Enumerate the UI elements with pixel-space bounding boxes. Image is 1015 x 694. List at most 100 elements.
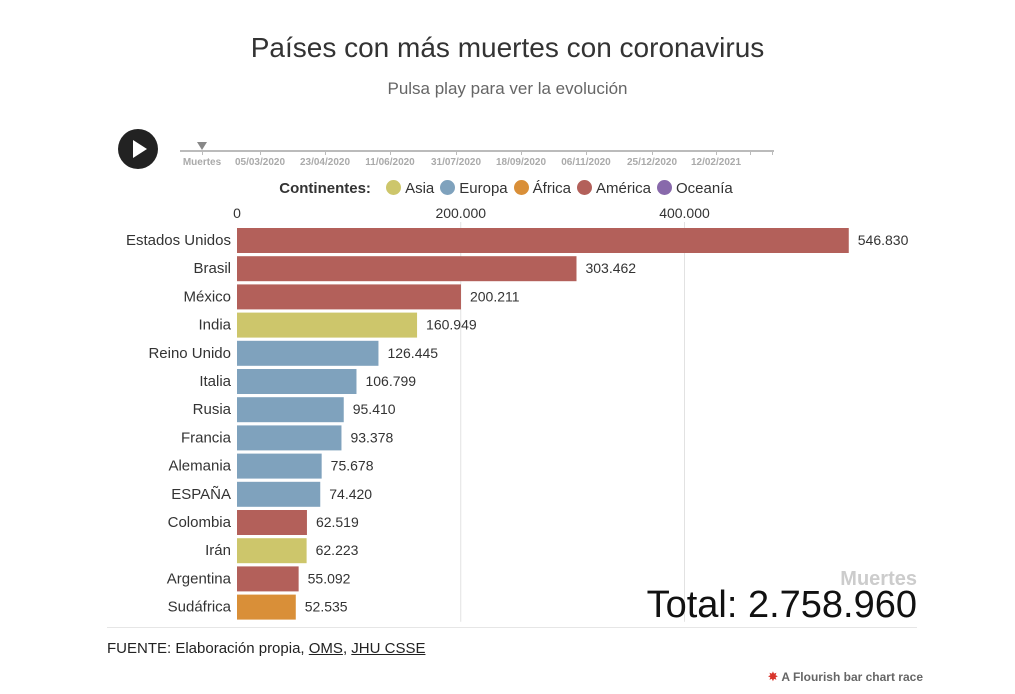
source-note: FUENTE: Elaboración propia, OMS, JHU CSS… xyxy=(107,640,425,657)
flourish-logo-icon: ✸ xyxy=(767,669,779,684)
value-label: 126.445 xyxy=(387,345,438,361)
timeline-label: 05/03/2020 xyxy=(234,157,286,168)
category-label: Reino Unido xyxy=(148,345,231,362)
play-button[interactable] xyxy=(118,129,158,169)
value-label: 62.519 xyxy=(316,514,359,530)
category-label: Italia xyxy=(199,373,231,390)
value-label: 52.535 xyxy=(305,599,348,615)
bar xyxy=(237,228,849,253)
timeline-label: 23/04/2020 xyxy=(299,157,351,168)
value-label: 74.420 xyxy=(329,486,372,502)
timeline-label: 18/09/2020 xyxy=(495,157,547,168)
legend-swatch xyxy=(657,180,673,195)
timeline-tick xyxy=(260,150,261,155)
category-label: ESPAÑA xyxy=(171,486,231,503)
timeline-tick xyxy=(750,150,751,155)
legend: Continentes: Asia Europa África América Ocea… xyxy=(0,180,1015,197)
bar xyxy=(237,340,379,366)
timeline-tick xyxy=(652,150,653,155)
source-link-jhu[interactable]: JHU CSSE xyxy=(351,640,426,657)
category-label: México xyxy=(183,288,231,305)
category-label: Alemania xyxy=(168,458,231,475)
timeline-tick xyxy=(772,150,773,155)
timeline-handle[interactable] xyxy=(197,142,207,150)
flourish-credit[interactable]: ✸ A Flourish bar chart race xyxy=(767,669,923,685)
timeline-label: Muertes xyxy=(182,157,222,168)
legend-label: África xyxy=(532,180,571,197)
value-label: 75.678 xyxy=(331,458,374,474)
legend-item[interactable]: Europa xyxy=(440,180,508,197)
total-label: Muertes xyxy=(840,568,917,590)
legend-item[interactable]: Asia xyxy=(386,180,434,197)
bar xyxy=(237,594,296,620)
timeline-label: 31/07/2020 xyxy=(430,157,482,168)
timeline-tick xyxy=(202,150,203,155)
timeline-tick xyxy=(390,150,391,155)
bar xyxy=(237,369,357,394)
category-label: Estados Unidos xyxy=(126,232,231,249)
legend-swatch xyxy=(577,180,592,195)
category-label: India xyxy=(198,317,231,334)
legend-item[interactable]: África xyxy=(513,180,571,197)
bar xyxy=(237,425,342,451)
bar xyxy=(237,566,299,592)
chart-subtitle: Pulsa play para ver la evolución xyxy=(387,79,628,98)
source-link-oms[interactable]: OMS xyxy=(308,640,343,657)
bar xyxy=(237,510,307,535)
play-icon xyxy=(133,140,147,158)
timeline-label: 11/06/2020 xyxy=(365,157,415,168)
legend-label: América xyxy=(596,180,652,197)
source-prefix: FUENTE: Elaboración propia, xyxy=(107,640,309,657)
bar xyxy=(237,453,322,479)
legend-label: Oceanía xyxy=(676,180,733,197)
source-separator: , xyxy=(342,640,352,657)
timeline-tick xyxy=(586,150,587,155)
timeline-label: 12/02/2021 xyxy=(690,157,742,168)
bar xyxy=(237,284,461,310)
timeline-label: 06/11/2020 xyxy=(561,157,611,168)
category-label: Sudáfrica xyxy=(168,599,232,616)
legend-item[interactable]: América xyxy=(577,180,651,197)
legend-label: Asia xyxy=(405,180,435,197)
bar xyxy=(237,538,307,564)
legend-swatch xyxy=(386,180,402,195)
value-label: 160.949 xyxy=(426,317,477,333)
value-label: 95.410 xyxy=(353,401,396,417)
value-label: 62.223 xyxy=(316,542,359,558)
value-label: 106.799 xyxy=(365,373,416,389)
category-label: Brasil xyxy=(193,260,231,277)
x-tick-label: 200.000 xyxy=(435,205,486,221)
chart-title: Países con más muertes con coronavirus xyxy=(250,32,765,63)
bar xyxy=(237,397,344,423)
legend-title: Continentes: xyxy=(279,180,371,197)
value-label: 55.092 xyxy=(308,570,351,586)
legend-swatch xyxy=(440,180,456,195)
category-label: Francia xyxy=(181,429,232,446)
timeline-tick xyxy=(521,150,522,155)
timeline-tick xyxy=(325,150,326,155)
category-label: Colombia xyxy=(168,514,232,531)
timeline-tick xyxy=(716,150,717,155)
source-divider xyxy=(107,627,917,628)
legend-swatch xyxy=(513,180,529,195)
value-label: 93.378 xyxy=(350,429,393,445)
category-label: Rusia xyxy=(193,401,232,418)
legend-item[interactable]: Oceanía xyxy=(657,180,733,197)
value-label: 546.830 xyxy=(858,232,909,248)
bar xyxy=(237,312,418,338)
timeline-track xyxy=(180,150,774,152)
timeline-label: 25/12/2020 xyxy=(626,157,678,168)
category-label: Irán xyxy=(205,542,231,559)
value-label: 200.211 xyxy=(470,288,520,304)
bar xyxy=(237,481,321,507)
x-tick-label: 400.000 xyxy=(659,205,710,221)
timeline-tick xyxy=(456,150,457,155)
category-label: Argentina xyxy=(167,570,232,587)
total-value: Total: 2.758.960 xyxy=(646,584,917,626)
credit-text: A Flourish bar chart race xyxy=(781,670,923,684)
legend-label: Europa xyxy=(459,180,508,197)
bar xyxy=(237,256,577,282)
timeline-slider[interactable]: Muertes 05/03/2020 23/04/2020 11/06/2020 31/… xyxy=(180,140,780,170)
value-label: 303.462 xyxy=(585,260,636,276)
